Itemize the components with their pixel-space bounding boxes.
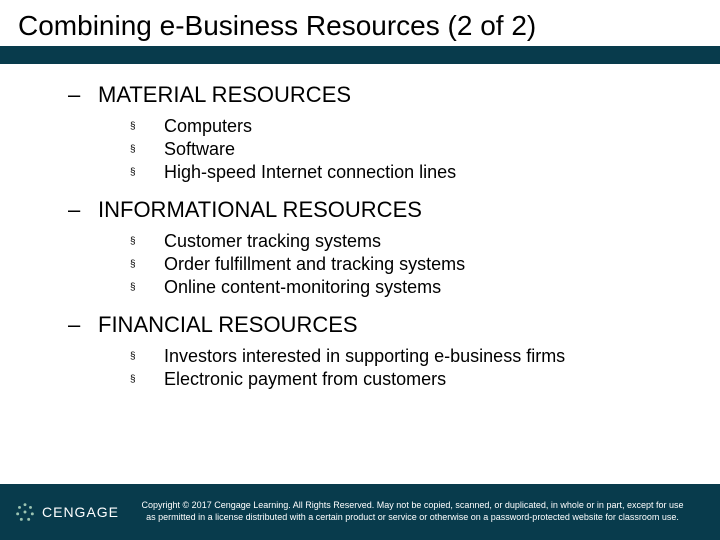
section-row: – INFORMATIONAL RESOURCES: [68, 197, 680, 223]
section-heading: INFORMATIONAL RESOURCES: [98, 197, 422, 223]
footer-bar: CENGAGE Copyright © 2017 Cengage Learnin…: [0, 484, 720, 540]
brand-logo: CENGAGE: [14, 501, 119, 523]
square-bullet: §: [130, 167, 164, 178]
copyright-text: Copyright © 2017 Cengage Learning. All R…: [119, 500, 706, 523]
section-heading: MATERIAL RESOURCES: [98, 82, 351, 108]
item-text: High-speed Internet connection lines: [164, 162, 456, 183]
items-list: § Investors interested in supporting e-b…: [68, 346, 680, 390]
square-bullet: §: [130, 374, 164, 385]
section-informational: – INFORMATIONAL RESOURCES § Customer tra…: [68, 197, 680, 298]
section-row: – MATERIAL RESOURCES: [68, 82, 680, 108]
item-text: Online content-monitoring systems: [164, 277, 441, 298]
section-row: – FINANCIAL RESOURCES: [68, 312, 680, 338]
items-list: § Customer tracking systems § Order fulf…: [68, 231, 680, 298]
list-item: § Customer tracking systems: [130, 231, 680, 252]
square-bullet: §: [130, 259, 164, 270]
list-item: § Software: [130, 139, 680, 160]
items-list: § Computers § Software § High-speed Inte…: [68, 116, 680, 183]
square-bullet: §: [130, 351, 164, 362]
item-text: Software: [164, 139, 235, 160]
dash-bullet: –: [68, 312, 98, 338]
item-text: Order fulfillment and tracking systems: [164, 254, 465, 275]
list-item: § Investors interested in supporting e-b…: [130, 346, 680, 367]
item-text: Customer tracking systems: [164, 231, 381, 252]
item-text: Investors interested in supporting e-bus…: [164, 346, 565, 367]
slide-title: Combining e-Business Resources (2 of 2): [18, 10, 702, 42]
list-item: § Computers: [130, 116, 680, 137]
item-text: Electronic payment from customers: [164, 369, 446, 390]
section-financial: – FINANCIAL RESOURCES § Investors intere…: [68, 312, 680, 390]
title-bar: [0, 46, 720, 64]
square-bullet: §: [130, 282, 164, 293]
list-item: § Online content-monitoring systems: [130, 277, 680, 298]
section-material: – MATERIAL RESOURCES § Computers § Softw…: [68, 82, 680, 183]
content-area: – MATERIAL RESOURCES § Computers § Softw…: [0, 64, 720, 390]
list-item: § High-speed Internet connection lines: [130, 162, 680, 183]
square-bullet: §: [130, 236, 164, 247]
square-bullet: §: [130, 121, 164, 132]
square-bullet: §: [130, 144, 164, 155]
dash-bullet: –: [68, 197, 98, 223]
item-text: Computers: [164, 116, 252, 137]
cengage-icon: [14, 501, 36, 523]
list-item: § Order fulfillment and tracking systems: [130, 254, 680, 275]
list-item: § Electronic payment from customers: [130, 369, 680, 390]
dash-bullet: –: [68, 82, 98, 108]
brand-text: CENGAGE: [42, 504, 119, 520]
section-heading: FINANCIAL RESOURCES: [98, 312, 358, 338]
title-area: Combining e-Business Resources (2 of 2): [0, 0, 720, 42]
